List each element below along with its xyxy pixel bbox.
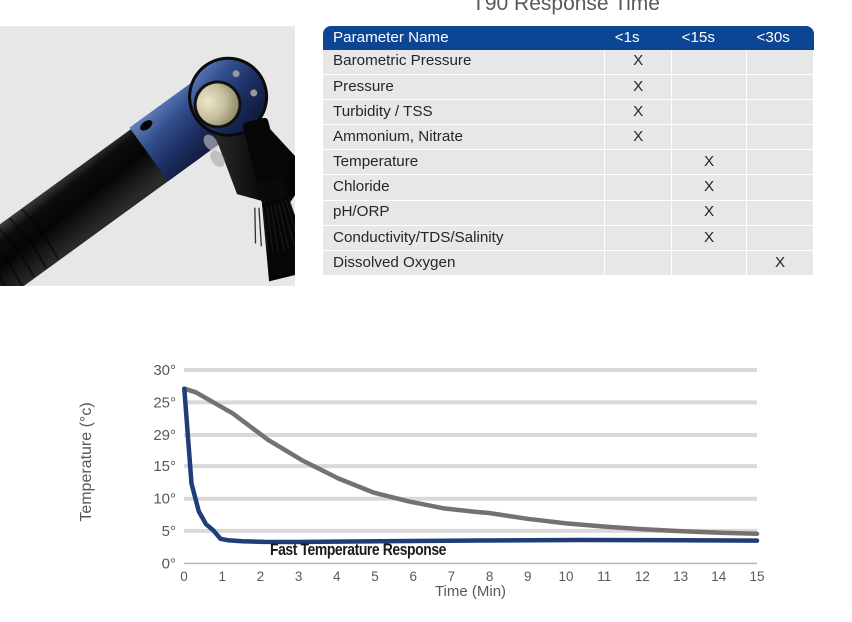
svg-text:7: 7 <box>448 569 456 584</box>
svg-text:3: 3 <box>295 569 303 584</box>
svg-text:5: 5 <box>371 569 379 584</box>
svg-text:4: 4 <box>333 569 341 584</box>
svg-text:6: 6 <box>409 569 417 584</box>
svg-text:2: 2 <box>257 569 265 584</box>
svg-text:25°: 25° <box>153 394 176 411</box>
svg-text:5°: 5° <box>162 523 176 540</box>
svg-text:0: 0 <box>180 569 188 584</box>
svg-text:Fast Temperature Response: Fast Temperature Response <box>270 541 447 560</box>
svg-text:9: 9 <box>524 569 532 584</box>
svg-text:8: 8 <box>486 569 494 584</box>
svg-text:30°: 30° <box>153 362 176 379</box>
svg-text:1: 1 <box>218 569 226 584</box>
svg-text:14: 14 <box>711 569 727 584</box>
svg-text:12: 12 <box>635 569 650 584</box>
svg-text:0°: 0° <box>162 555 176 572</box>
svg-text:11: 11 <box>597 569 611 584</box>
svg-text:13: 13 <box>673 569 688 584</box>
svg-text:10: 10 <box>558 569 573 584</box>
svg-text:10°: 10° <box>153 491 176 508</box>
svg-text:29°: 29° <box>153 427 176 444</box>
svg-text:15°: 15° <box>153 458 176 475</box>
svg-text:15: 15 <box>749 569 764 584</box>
